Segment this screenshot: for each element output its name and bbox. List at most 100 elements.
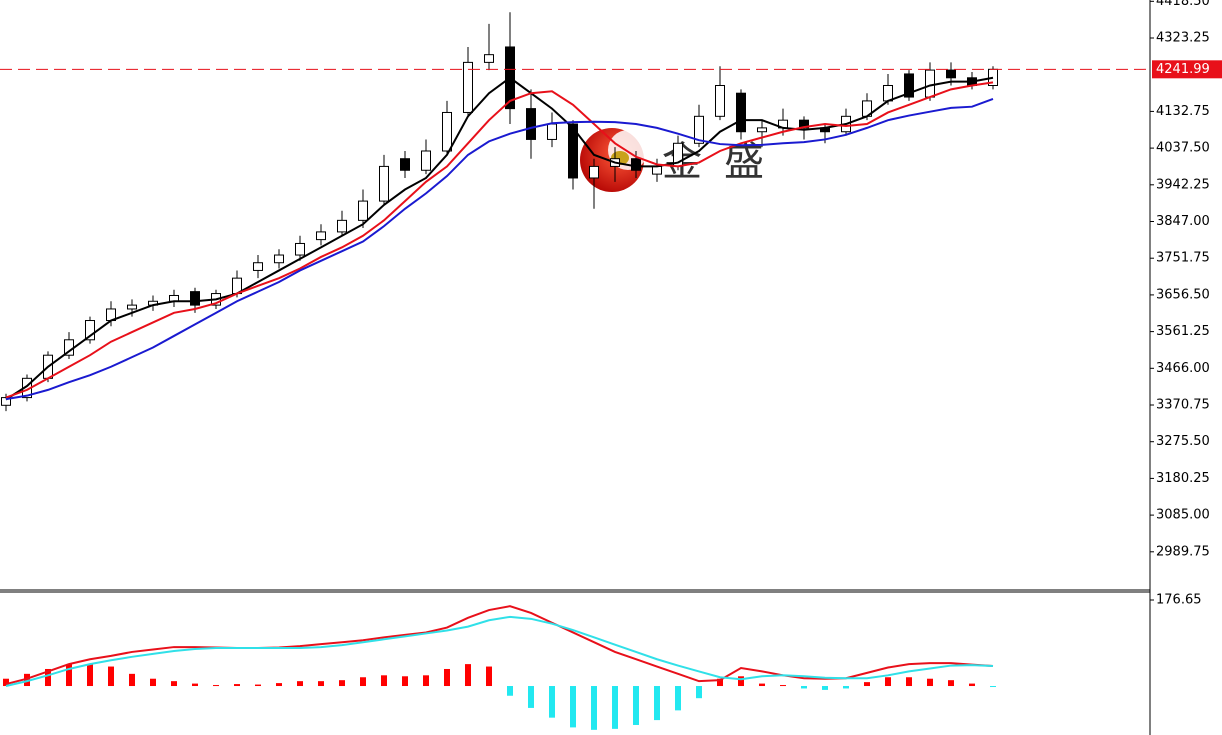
candle-body [526, 108, 536, 140]
macd-bar [654, 686, 660, 721]
macd-bar [423, 675, 429, 687]
y-tick-label: 3275.50 [1156, 434, 1210, 449]
y-tick-label: 3656.50 [1156, 287, 1210, 302]
y-tick-label: 3370.75 [1156, 398, 1210, 413]
candle-body [484, 54, 494, 63]
macd-bar [234, 684, 240, 687]
macd-bar [402, 676, 408, 687]
macd-bar [66, 664, 72, 687]
macd-bar [381, 675, 387, 687]
macd-bar [990, 686, 996, 688]
y-tick-label: 3561.25 [1156, 324, 1210, 339]
macd-bar [45, 668, 51, 687]
candle-body [316, 231, 326, 241]
macd-bar [633, 686, 639, 725]
macd-bar [864, 682, 870, 687]
macd-line [5, 615, 994, 687]
macd-bar [129, 673, 135, 687]
macd-bar [822, 686, 828, 690]
candle-body [694, 115, 704, 144]
y-tick-label: 3466.00 [1156, 361, 1210, 376]
macd-bar [465, 664, 471, 687]
macd-bar [507, 686, 513, 696]
y-tick-label: 3085.00 [1156, 508, 1210, 523]
macd-bar [738, 676, 744, 687]
macd-bar [948, 680, 954, 687]
macd-bar [969, 683, 975, 687]
macd-bar [549, 686, 555, 718]
macd-bar [276, 683, 282, 687]
macd-bar [843, 686, 849, 689]
macd-bar [360, 677, 366, 687]
macd-bar [612, 686, 618, 729]
moving-average [5, 81, 994, 399]
macd-bar [318, 681, 324, 687]
current-price-label: 4241.99 [1156, 62, 1210, 77]
y-tick-label: 3751.75 [1156, 251, 1210, 266]
y-tick-label: 176.65 [1156, 593, 1202, 608]
candle-body [379, 165, 389, 202]
moving-average [5, 76, 994, 401]
y-tick-label: 2989.75 [1156, 544, 1210, 559]
macd-bar [108, 666, 114, 687]
macd-bar [192, 683, 198, 687]
moving-average [5, 98, 994, 401]
macd-bar [675, 686, 681, 711]
macd-bar [255, 684, 261, 687]
candle-body [589, 165, 599, 179]
current-price-box [1152, 60, 1222, 79]
macd-bar [801, 686, 807, 689]
candle-body [127, 304, 137, 310]
candle-body [547, 123, 557, 140]
candle-body [463, 61, 473, 113]
macd-bar [570, 686, 576, 728]
macd-bar [780, 685, 786, 687]
candle-body [337, 219, 347, 233]
candle-body [904, 73, 914, 98]
macd-bar [591, 686, 597, 730]
y-tick-label: 3942.25 [1156, 177, 1210, 192]
macd-bar [927, 678, 933, 687]
candle-body [652, 165, 662, 175]
y-tick-label: 4037.50 [1156, 141, 1210, 156]
macd-bar [717, 678, 723, 687]
y-tick-label: 3180.25 [1156, 471, 1210, 486]
candle-body [883, 84, 893, 102]
macd-bar [3, 678, 9, 687]
candle-body [421, 150, 431, 171]
y-tick-label: 4132.75 [1156, 104, 1210, 119]
macd-bar [444, 668, 450, 687]
y-tick-label: 4418.50 [1156, 0, 1210, 9]
macd-bar [339, 680, 345, 687]
macd-bar [759, 683, 765, 687]
candle-body [568, 123, 578, 179]
macd-bar [150, 678, 156, 687]
candle-body [925, 69, 935, 98]
candle-body [400, 158, 410, 171]
candle-body [715, 84, 725, 117]
macd-bar [696, 686, 702, 699]
candle-body [358, 200, 368, 221]
candle-body [757, 127, 767, 133]
candle-body [736, 92, 746, 133]
macd-bar [906, 677, 912, 687]
macd-bar [885, 677, 891, 687]
y-tick-label: 4323.25 [1156, 31, 1210, 46]
candle-body [85, 320, 95, 341]
macd-bar [87, 664, 93, 687]
candle-body [253, 262, 263, 271]
candle-body [190, 291, 200, 306]
candle-body [274, 254, 284, 264]
macd-bar [24, 673, 30, 687]
macd-bar [213, 685, 219, 687]
macd-bar [171, 681, 177, 687]
macd-bar [297, 681, 303, 687]
candle-body [295, 242, 305, 256]
macd-bar [528, 686, 534, 708]
candle-body [946, 69, 956, 79]
candle-body [631, 158, 641, 171]
candle-body [442, 111, 452, 152]
macd-bar [486, 666, 492, 687]
y-tick-label: 3847.00 [1156, 214, 1210, 229]
